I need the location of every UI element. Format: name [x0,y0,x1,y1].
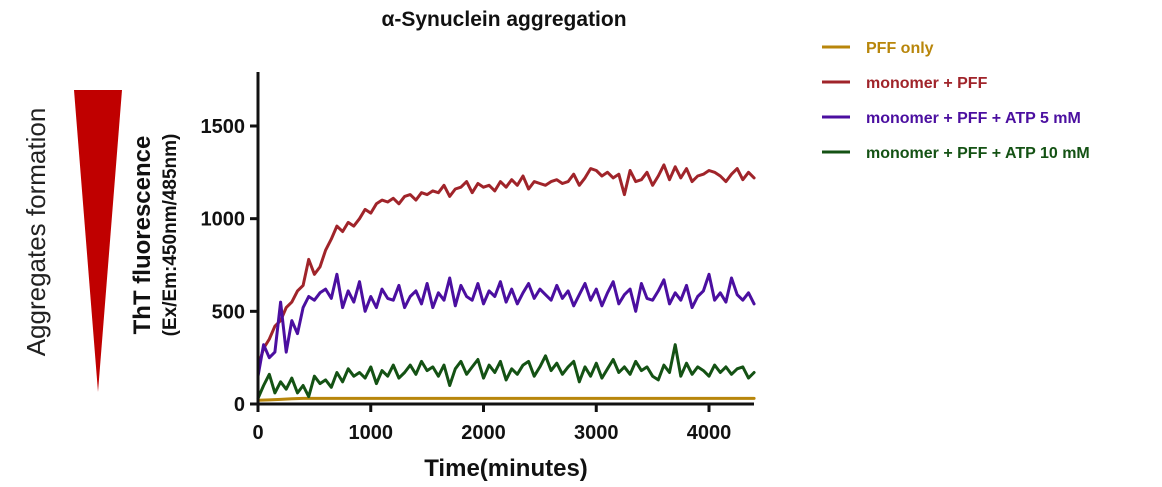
y-axis-label-sub: (Ex/Em:450nm/485nm) [160,134,181,337]
x-tick-label: 2000 [461,422,506,444]
series-layer [256,163,756,402]
y-axis-label: ThT fluorescence [129,136,156,335]
x-tick-label: 1000 [349,422,394,444]
y-tick-label: 1000 [201,209,246,231]
series-line-1 [256,396,756,402]
x-tick-label: 0 [252,422,263,444]
aggregates-wedge [74,90,122,392]
y-tick-label: 0 [234,394,245,416]
series-line-4 [256,343,756,400]
legend: PFF only monomer + PFF monomer + PFF + ATP… [822,40,1090,162]
series-line-3 [256,272,756,378]
y-tick-label: 500 [212,301,245,323]
x-tick-label: 3000 [574,422,619,444]
series-line-2 [256,163,756,369]
axes-layer: 0 500 1000 1500 0 1000 2000 3000 4000 [201,72,754,444]
legend-label-2: monomer + PFF [866,75,988,92]
chart-title: α-Synuclein aggregation [381,8,626,31]
legend-label-4: monomer + PFF + ATP 10 mM [866,145,1090,162]
legend-label-3: monomer + PFF + ATP 5 mM [866,110,1081,127]
x-axis-label: Time(minutes) [424,455,588,482]
side-label: Aggregates formation [21,108,51,357]
y-tick-label: 1500 [201,116,246,138]
x-tick-label: 4000 [687,422,732,444]
legend-label-1: PFF only [866,40,934,57]
